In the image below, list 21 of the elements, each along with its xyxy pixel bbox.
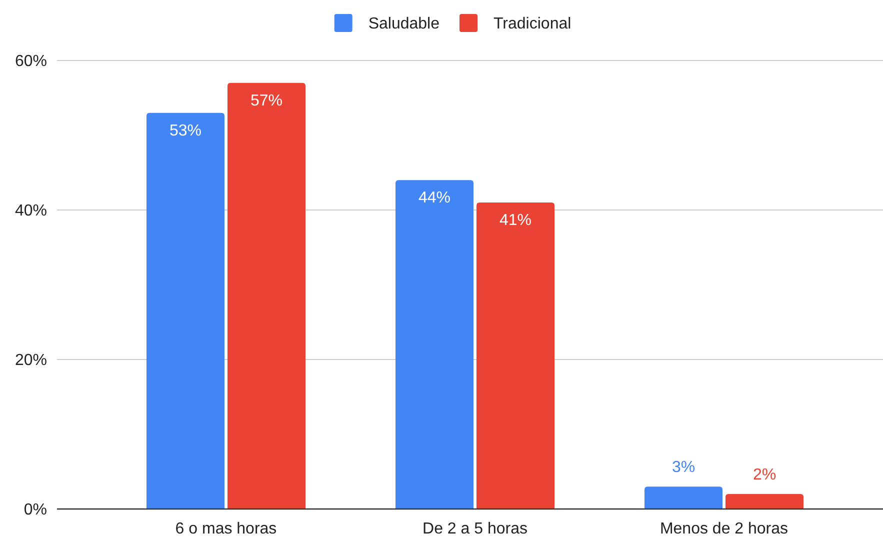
data-label: 57% <box>250 92 283 110</box>
x-tick-label: 6 o mas horas <box>175 520 277 537</box>
bar <box>644 486 722 509</box>
y-tick-label: 60% <box>14 53 47 70</box>
data-label: 41% <box>499 212 532 230</box>
legend-label: Saludable <box>368 16 440 33</box>
data-label: 53% <box>169 122 202 140</box>
x-tick-label: Menos de 2 horas <box>660 520 788 537</box>
bar <box>476 202 554 509</box>
bar <box>146 112 224 509</box>
y-tick-label: 20% <box>14 352 47 370</box>
bar <box>396 180 474 509</box>
bar <box>726 494 804 509</box>
data-label: 44% <box>418 190 451 207</box>
y-tick-label: 40% <box>14 202 47 220</box>
data-label: 3% <box>672 459 696 476</box>
legend-label: Tradicional <box>494 16 572 33</box>
bar <box>228 82 306 509</box>
x-tick-label: De 2 a 5 horas <box>422 520 528 537</box>
data-label: 2% <box>752 466 776 484</box>
y-tick-label: 0% <box>24 502 47 519</box>
